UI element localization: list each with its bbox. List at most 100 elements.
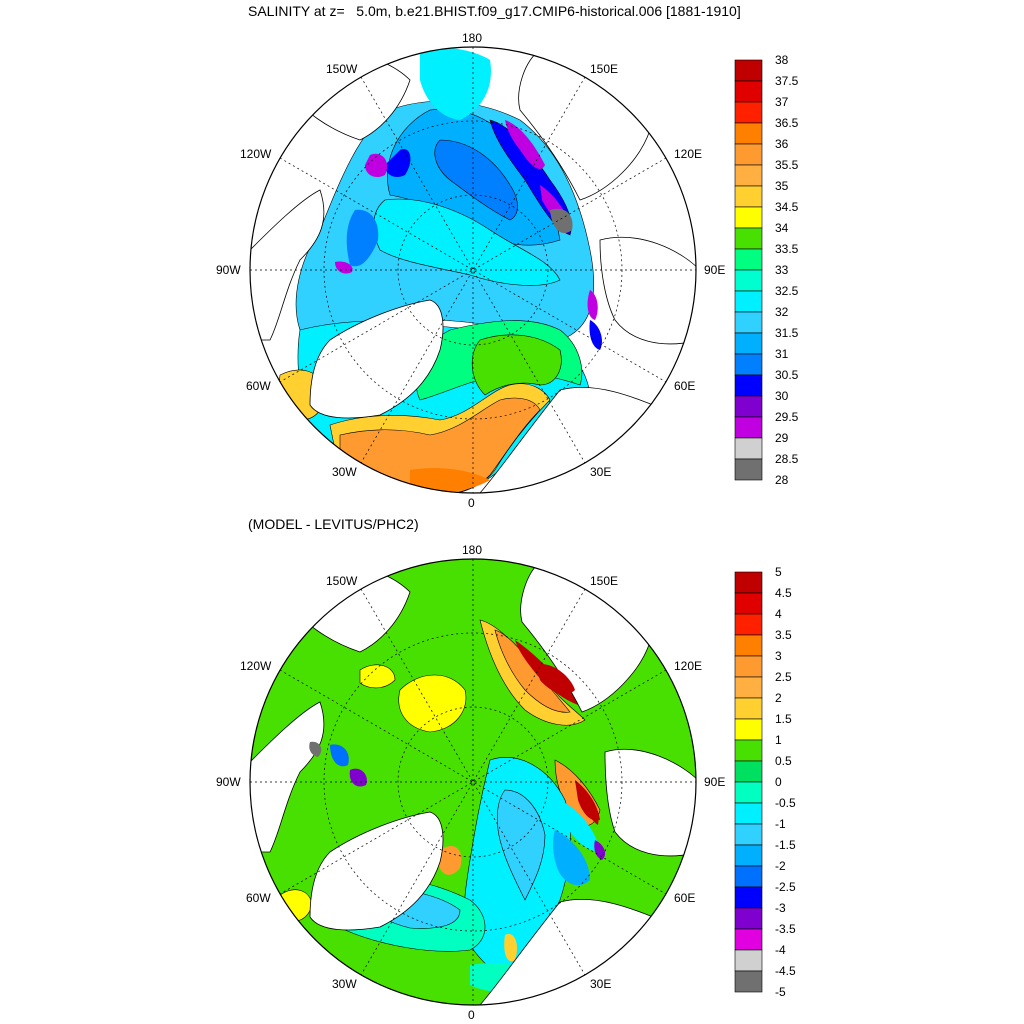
top_panel-colorbar-box	[734, 80, 763, 103]
bottom-lon-60w: 60W	[246, 891, 271, 905]
bottom_panel-colorbar-box	[734, 844, 763, 867]
colorbar-label: -2	[775, 859, 786, 873]
colorbar-label: 1	[775, 733, 782, 747]
colorbar-label: -1	[775, 817, 786, 831]
bottom-lon-180: 180	[462, 543, 483, 557]
colorbar-label: -2.5	[775, 880, 796, 894]
colorbar-label: 32.5	[775, 284, 799, 298]
top_panel-colorbar-box	[734, 353, 763, 376]
colorbar-label: -4.5	[775, 964, 796, 978]
top-lon-120e: 120E	[674, 147, 703, 161]
colorbar-label: 3	[775, 649, 782, 663]
bottom-map-grid	[250, 559, 696, 1005]
top_panel-colorbar-box	[734, 206, 763, 229]
bottom-lon-30e: 30E	[590, 977, 612, 991]
top_panel-colorbar-box	[734, 122, 763, 145]
bottom-map-border	[249, 558, 697, 1006]
top_panel-colorbar-box	[734, 311, 763, 334]
top-lon-30e: 30E	[590, 465, 612, 479]
colorbar-label: -0.5	[775, 796, 796, 810]
top_panel-colorbar-box	[734, 269, 763, 292]
colorbar-label: 30	[775, 389, 789, 403]
top-map-grid	[250, 47, 696, 493]
colorbar-label: 31.5	[775, 326, 799, 340]
bottom_panel-colorbar-box	[734, 760, 763, 783]
top_panel-colorbar-box	[734, 164, 763, 187]
colorbar-label: 37.5	[775, 74, 799, 88]
colorbar-label: 34	[775, 221, 789, 235]
top_panel-colorbar-box	[734, 248, 763, 271]
colorbar-label: 37	[775, 95, 789, 109]
bottom-lon-90w: 90W	[216, 775, 241, 789]
colorbar-label: -4	[775, 943, 786, 957]
bottom_panel-colorbar-box	[734, 907, 763, 930]
colorbar-label: 35.5	[775, 158, 799, 172]
colorbar-label: 31	[775, 347, 789, 361]
top-lon-120w: 120W	[240, 147, 272, 161]
bottom_panel-colorbar-box	[734, 823, 763, 846]
colorbar-label: 36.5	[775, 116, 799, 130]
colorbar-label: 34.5	[775, 200, 799, 214]
colorbar-label: 29.5	[775, 410, 799, 424]
colorbar-label: 4.5	[775, 586, 792, 600]
colorbar-label: 36	[775, 137, 789, 151]
bottom-lon-90e: 90E	[704, 775, 726, 789]
colorbar-label: 0.5	[775, 754, 792, 768]
top-lon-60w: 60W	[246, 379, 271, 393]
bottom-colorbar	[734, 571, 763, 993]
colorbar-label: 28	[775, 473, 789, 487]
bottom-lon-150w: 150W	[326, 574, 358, 588]
bottom_panel-colorbar-box	[734, 571, 763, 594]
bottom_panel-colorbar-box	[734, 613, 763, 636]
top_panel-colorbar-box	[734, 227, 763, 250]
bottom_panel-colorbar-box	[734, 655, 763, 678]
bottom_panel-colorbar-box	[734, 718, 763, 741]
bottom-lon-60e: 60E	[674, 891, 696, 905]
colorbar-label: -3	[775, 901, 786, 915]
top-lon-0: 0	[468, 496, 475, 510]
bottom_panel-colorbar-box	[734, 739, 763, 762]
top-map-border	[249, 46, 697, 494]
bottom_panel-colorbar-box	[734, 949, 763, 972]
top_panel-colorbar-box	[734, 416, 763, 439]
colorbar-label: 35	[775, 179, 789, 193]
colorbar-label: 4	[775, 607, 782, 621]
bottom_panel-colorbar-box	[734, 970, 763, 993]
top-lon-30w: 30W	[332, 465, 357, 479]
top-lon-180: 180	[462, 31, 483, 45]
colorbar-label: -1.5	[775, 838, 796, 852]
bottom-lon-30w: 30W	[332, 977, 357, 991]
bottom_panel-colorbar-box	[734, 634, 763, 657]
colorbar-label: 38	[775, 53, 789, 67]
colorbar-label: 2	[775, 691, 782, 705]
bottom-lon-0: 0	[468, 1008, 475, 1022]
colorbar-label: 33	[775, 263, 789, 277]
top_panel-colorbar-box	[734, 332, 763, 355]
top_panel-colorbar-box	[734, 101, 763, 124]
colorbar-label: 32	[775, 305, 789, 319]
colorbar-label: 30.5	[775, 368, 799, 382]
top-lon-150w: 150W	[326, 62, 358, 76]
top-lon-150e: 150E	[590, 62, 619, 76]
bottom_panel-colorbar-box	[734, 865, 763, 888]
colorbar-label: 29	[775, 431, 789, 445]
top_panel-colorbar-box	[734, 185, 763, 208]
bottom_panel-colorbar-box	[734, 676, 763, 699]
bottom-lon-150e: 150E	[590, 574, 619, 588]
top-title: SALINITY at z= 5.0m, b.e21.BHIST.f09_g17…	[248, 3, 741, 19]
bottom-title: (MODEL - LEVITUS/PHC2)	[248, 516, 419, 532]
top_panel-colorbar-box	[734, 143, 763, 166]
top-lon-60e: 60E	[674, 379, 696, 393]
top_panel-colorbar-box	[734, 374, 763, 397]
top_panel-colorbar-box	[734, 395, 763, 418]
bottom_panel-colorbar-box	[734, 802, 763, 825]
colorbar-label: 1.5	[775, 712, 792, 726]
top_panel-colorbar-box	[734, 458, 763, 481]
bottom-lon-120w: 120W	[240, 659, 272, 673]
top-lon-90w: 90W	[216, 263, 241, 277]
colorbar-label: 0	[775, 775, 782, 789]
colorbar-label: 3.5	[775, 628, 792, 642]
top_panel-colorbar-box	[734, 290, 763, 313]
bottom_panel-colorbar-box	[734, 697, 763, 720]
bottom_panel-colorbar-box	[734, 886, 763, 909]
